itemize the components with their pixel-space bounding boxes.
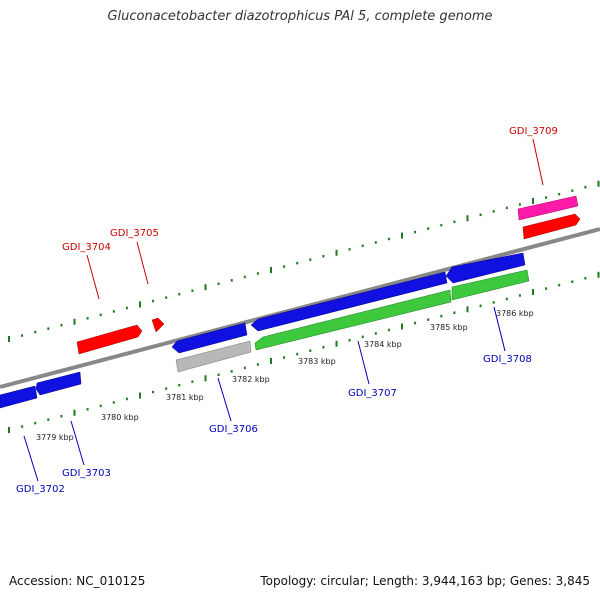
gene-grey-arrow[interactable] xyxy=(175,340,252,373)
scale-label-3780: 3780 kbp xyxy=(101,413,139,422)
scale-label-3781: 3781 kbp xyxy=(166,393,204,402)
gene-gdi-3706-arrow[interactable] xyxy=(171,322,248,354)
scale-label-3783: 3783 kbp xyxy=(298,357,336,366)
gene-label-gdi-3707[interactable]: GDI_3707 xyxy=(348,388,397,399)
gene-gdi-3704-arrow[interactable] xyxy=(76,324,143,355)
genome-backbone xyxy=(0,227,600,389)
leader-gdi-3709 xyxy=(532,138,544,186)
leader-gdi-3702 xyxy=(23,435,39,482)
scale-label-3786: 3786 kbp xyxy=(496,309,534,318)
gene-gdi-3708-arrow[interactable] xyxy=(445,252,526,284)
scale-label-3785: 3785 kbp xyxy=(430,323,468,332)
gene-gdi-3707-arrow[interactable] xyxy=(254,289,452,351)
gene-gdi-3705-arrow[interactable] xyxy=(151,317,165,333)
gene-label-gdi-3702[interactable]: GDI_3702 xyxy=(16,484,65,495)
gene-forward-red-arrow[interactable] xyxy=(522,213,581,240)
scale-label-3779: 3779 kbp xyxy=(36,433,74,442)
inner-tick-track xyxy=(8,271,600,433)
outer-tick-track xyxy=(8,180,600,342)
gene-label-gdi-3708[interactable]: GDI_3708 xyxy=(483,354,532,365)
page-title: Gluconacetobacter diazotrophicus PAl 5, … xyxy=(107,9,493,24)
topology-stats-text: Topology: circular; Length: 3,944,163 bp… xyxy=(260,574,590,588)
gene-label-gdi-3706[interactable]: GDI_3706 xyxy=(209,424,258,435)
gene-gdi-3709-arrow[interactable] xyxy=(517,195,579,221)
scale-label-3782: 3782 kbp xyxy=(232,375,270,384)
gene-label-gdi-3705[interactable]: GDI_3705 xyxy=(110,228,159,239)
gene-gdi-3703-arrow[interactable] xyxy=(35,371,82,396)
leader-gdi-3707 xyxy=(357,340,370,385)
leader-gdi-3706 xyxy=(217,377,232,422)
gene-gdi-3702-arrow[interactable] xyxy=(0,385,38,409)
gene-label-gdi-3703[interactable]: GDI_3703 xyxy=(62,468,111,479)
accession-text: Accession: NC_010125 xyxy=(9,574,146,588)
leader-gdi-3703 xyxy=(70,420,85,466)
gene-blue-long-arrow[interactable] xyxy=(250,271,448,332)
leader-gdi-3705 xyxy=(136,241,149,285)
gene-label-gdi-3709[interactable]: GDI_3709 xyxy=(509,126,558,137)
leader-gdi-3704 xyxy=(86,254,100,300)
leader-gdi-3708 xyxy=(493,306,506,352)
gene-label-gdi-3704[interactable]: GDI_3704 xyxy=(62,242,111,253)
gene-green-short-arrow[interactable] xyxy=(451,269,530,301)
scale-label-3784: 3784 kbp xyxy=(364,340,402,349)
